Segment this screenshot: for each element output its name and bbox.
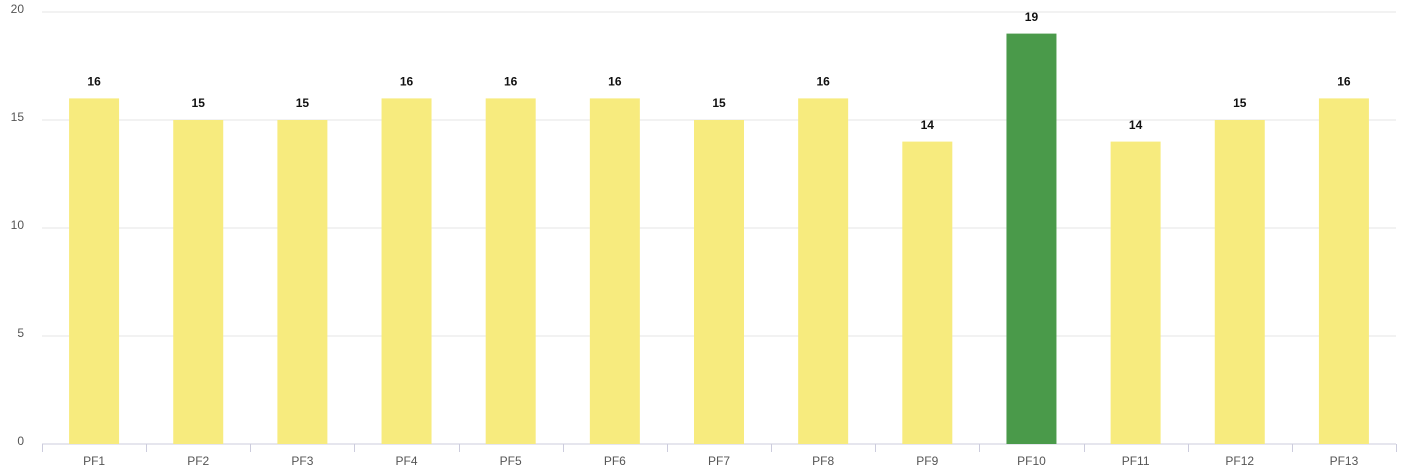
value-label: 16 [400,75,414,89]
x-tick-label: PF4 [396,454,418,468]
value-label: 14 [921,118,935,132]
x-tick-label: PF1 [83,454,105,468]
y-tick-label: 10 [11,218,25,232]
x-tick-label: PF5 [500,454,522,468]
value-label: 15 [296,96,310,110]
value-label: 16 [1337,75,1351,89]
bar [589,98,640,445]
value-label: 19 [1025,10,1039,24]
value-label: 15 [192,96,206,110]
value-label: 16 [87,75,101,89]
bar [173,120,224,444]
x-tick-label: PF6 [604,454,626,468]
value-label: 16 [504,75,518,89]
value-label: 15 [1233,96,1247,110]
bar [694,120,744,444]
x-tick-label: PF7 [708,454,730,468]
value-label: 16 [816,75,830,89]
bar [1006,33,1057,444]
x-tick-label: PF13 [1330,454,1359,468]
bar [381,98,432,445]
x-tick-label: PF8 [812,454,834,468]
x-tick-label: PF10 [1017,454,1046,468]
y-tick-label: 0 [17,434,24,448]
y-tick-label: 15 [11,110,25,124]
bar [69,98,120,445]
x-tick-label: PF11 [1122,454,1150,468]
x-tick-label: PF9 [916,454,938,468]
x-tick-label: PF3 [291,454,313,468]
x-tick-label: PF2 [187,454,209,468]
bar [1110,141,1161,444]
bar [1214,120,1265,444]
value-label: 15 [712,96,726,110]
bar [485,98,536,445]
bar [1318,98,1369,445]
x-tick-label: PF12 [1225,454,1254,468]
y-tick-label: 20 [11,2,25,16]
bar [902,141,953,444]
bar [277,120,328,444]
value-label: 14 [1129,118,1143,132]
value-label: 16 [608,75,622,89]
y-tick-label: 5 [17,326,24,340]
bar [798,98,849,445]
